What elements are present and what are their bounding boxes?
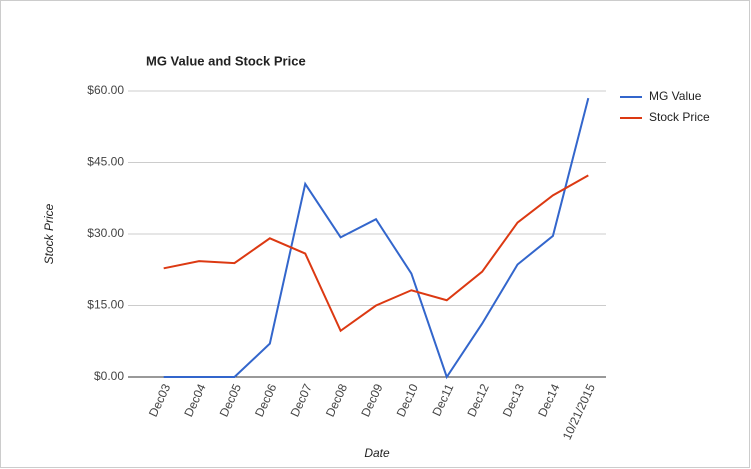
x-axis-label: Date bbox=[364, 446, 390, 460]
line-series bbox=[163, 97, 590, 380]
chart-title: MG Value and Stock Price bbox=[146, 53, 306, 68]
y-tick-label: $45.00 bbox=[87, 155, 124, 169]
legend-label: Stock Price bbox=[649, 110, 710, 124]
y-tick-label: $60.00 bbox=[87, 83, 124, 97]
y-tick-label: $30.00 bbox=[87, 226, 124, 240]
line-series bbox=[163, 174, 589, 333]
legend-label: MG Value bbox=[649, 89, 702, 103]
y-tick-label: $0.00 bbox=[94, 369, 124, 383]
y-tick-label: $15.00 bbox=[87, 298, 124, 312]
y-axis-label: Stock Price bbox=[42, 203, 56, 264]
